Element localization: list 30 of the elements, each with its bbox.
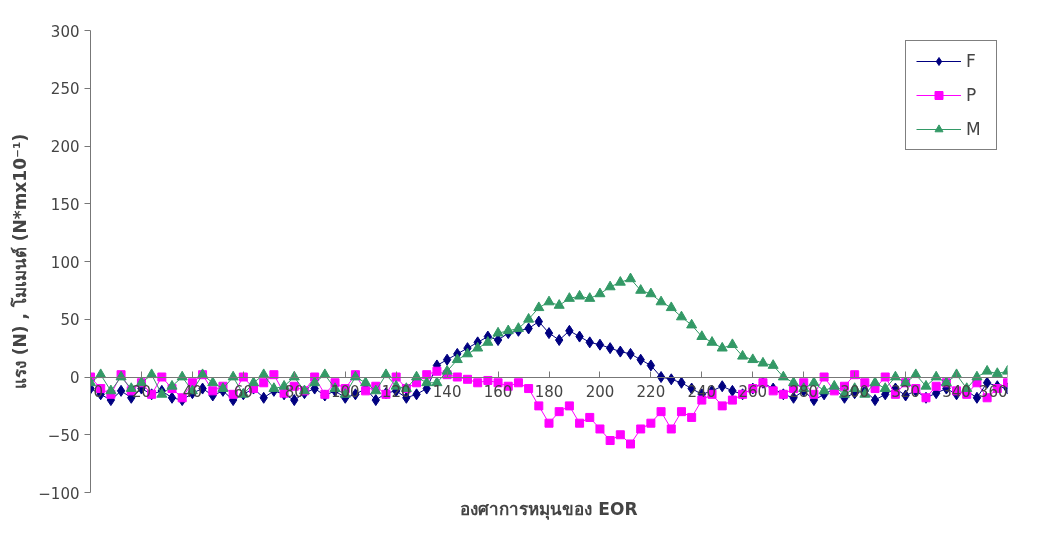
y-tick-label: 100	[50, 253, 80, 272]
x-tick-label: 160	[483, 383, 513, 401]
x-axis-title: องศาการหมุนของ EOR	[460, 498, 638, 520]
x-tick-label: 40	[182, 383, 202, 401]
y-tick-label: −100	[38, 484, 80, 503]
y-axis-title: แรง (N) , โมเมนต์ (N*mx10⁻¹)	[10, 133, 31, 390]
legend-label: M	[966, 119, 982, 139]
x-tick-label: 280	[789, 383, 819, 401]
x-tick-label: 240	[687, 383, 717, 401]
y-tick-label: 150	[50, 195, 80, 214]
legend-label: P	[966, 85, 978, 105]
x-tick-label: 140	[432, 383, 462, 401]
x-tick-label: 120	[381, 383, 411, 401]
x-tick-label: 0	[93, 383, 104, 401]
x-tick-label: 60	[233, 383, 253, 401]
y-tick-label: −50	[47, 426, 80, 445]
legend-label: F	[966, 51, 977, 71]
x-tick-label: 180	[534, 383, 564, 401]
y-tick-label: 250	[50, 80, 80, 99]
x-tick-label: 200	[585, 383, 615, 401]
x-tick-label: 20	[131, 383, 151, 401]
y-tick-label: 0	[69, 369, 80, 387]
x-tick-label: 100	[330, 383, 360, 401]
x-tick-label: 340	[942, 383, 971, 401]
y-tick-label: 300	[50, 22, 80, 41]
x-tick-label: 220	[636, 383, 666, 401]
y-tick-label: 50	[60, 311, 80, 330]
x-tick-label: 80	[284, 383, 304, 401]
x-tick-label: 320	[891, 383, 920, 401]
y-tick-label: 200	[50, 138, 80, 156]
